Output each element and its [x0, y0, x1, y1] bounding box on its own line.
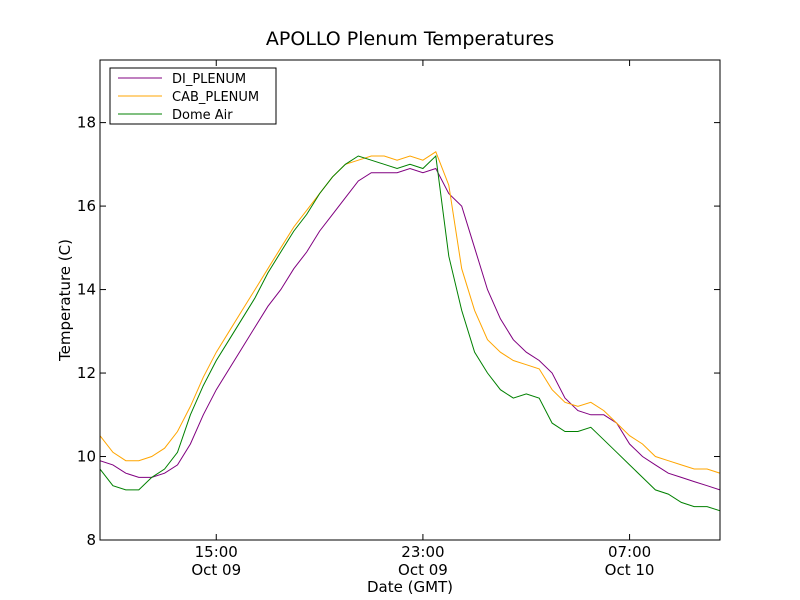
legend-label-dome-air: Dome Air	[172, 108, 233, 123]
legend: DI_PLENUM CAB_PLENUM Dome Air	[109, 67, 277, 125]
series-line-dome-air	[100, 154, 720, 512]
x-tick-label-date: Oct 10	[605, 561, 655, 579]
y-tick-label: 18	[77, 114, 96, 132]
x-axis-title: Date (GMT)	[367, 578, 453, 596]
x-tick-label-date: Oct 09	[398, 561, 448, 579]
legend-label-cab-plenum: CAB_PLENUM	[172, 90, 259, 105]
y-tick-label: 16	[77, 197, 96, 215]
y-tick-label: 14	[77, 281, 96, 299]
chart-title: APOLLO Plenum Temperatures	[266, 28, 554, 50]
y-axis: 8 10 12 14 16 18	[77, 114, 720, 549]
x-tick-label-date: Oct 09	[191, 561, 241, 579]
x-tick-label-time: 07:00	[608, 543, 651, 561]
series-layer	[100, 151, 720, 512]
plot-frame	[99, 59, 721, 541]
y-axis-title: Temperature (C)	[56, 239, 74, 362]
series-line-di-plenum	[100, 167, 720, 491]
x-tick-label-time: 15:00	[195, 543, 238, 561]
legend-label-di-plenum: DI_PLENUM	[172, 72, 246, 87]
y-tick-label: 10	[77, 448, 96, 466]
y-tick-label: 12	[77, 364, 96, 382]
x-tick-label-time: 23:00	[401, 543, 444, 561]
y-tick-label: 8	[86, 531, 96, 549]
series-line-cab-plenum	[100, 151, 720, 474]
